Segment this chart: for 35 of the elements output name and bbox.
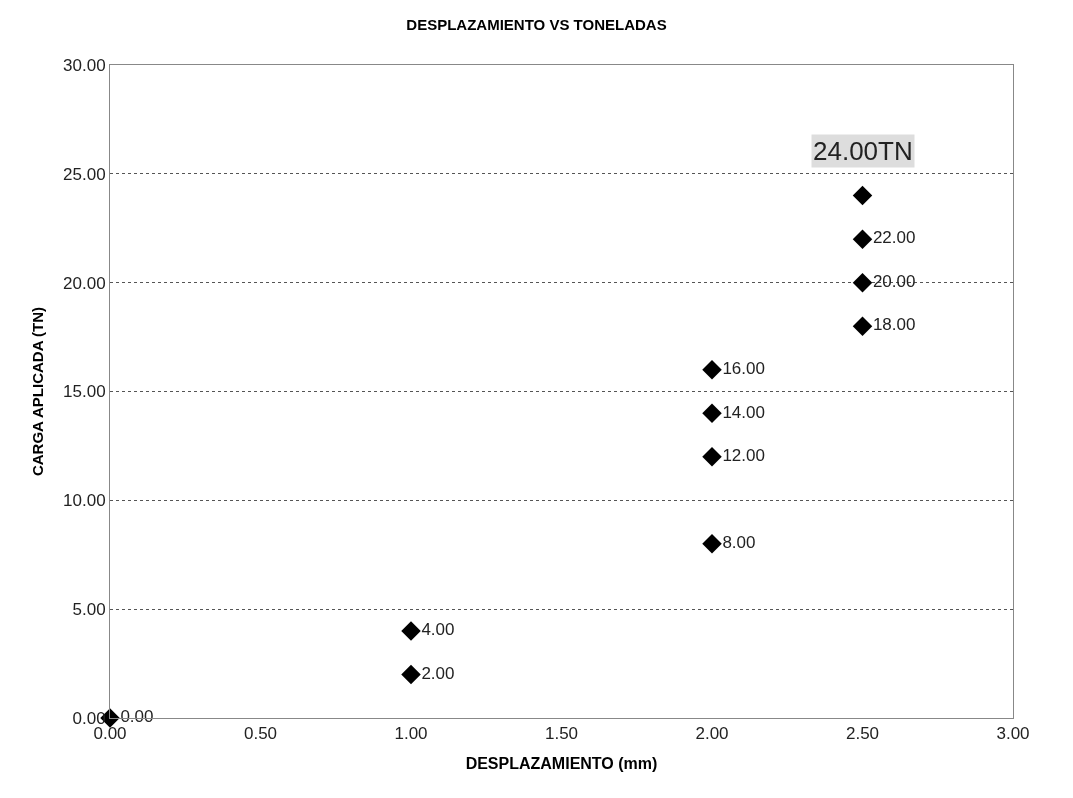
y-axis-title: CARGA APLICADA (TN) (29, 306, 47, 477)
point (702, 534, 722, 554)
x-tick-label: 1.00 (394, 724, 428, 744)
annotation: 24.00TN (813, 136, 913, 166)
x-axis-title: DESPLAZAMIENTO (mm) (465, 755, 658, 773)
y-tick-label: 5.00 (72, 600, 106, 620)
y-tick-label: 30.00 (63, 55, 106, 75)
chart-title: DESPLAZAMIENTO VS TONELADAS (406, 16, 667, 34)
x-tick-label: 2.50 (845, 724, 880, 744)
data-label: 14.00 (722, 402, 765, 422)
point (852, 185, 873, 206)
data-label: 22.00 (872, 228, 916, 248)
data-label: 16.00 (722, 358, 765, 378)
x-tick-label: 1.50 (544, 724, 579, 744)
y-tick-label: 25.00 (63, 164, 106, 184)
point (702, 403, 722, 424)
data-label: 18.00 (872, 315, 916, 335)
point (852, 316, 873, 336)
point (702, 359, 722, 380)
point (401, 664, 421, 685)
data-label: 2.00 (421, 663, 455, 683)
data-label: 12.00 (722, 446, 765, 466)
y-tick-label: 20.00 (63, 273, 106, 293)
data-label: 20.00 (872, 271, 916, 291)
point (401, 621, 421, 641)
data-label: 4.00 (421, 620, 455, 640)
y-tick-label: 10.00 (63, 491, 106, 511)
x-tick-label: 3.00 (996, 724, 1030, 744)
x-tick-label: 0.50 (243, 724, 278, 744)
x-tick-label: 2.00 (695, 724, 729, 744)
y-tick-label: 15.00 (63, 382, 106, 402)
data-label: 8.00 (722, 533, 756, 553)
point (852, 229, 873, 249)
point (852, 272, 873, 293)
point (702, 447, 722, 467)
